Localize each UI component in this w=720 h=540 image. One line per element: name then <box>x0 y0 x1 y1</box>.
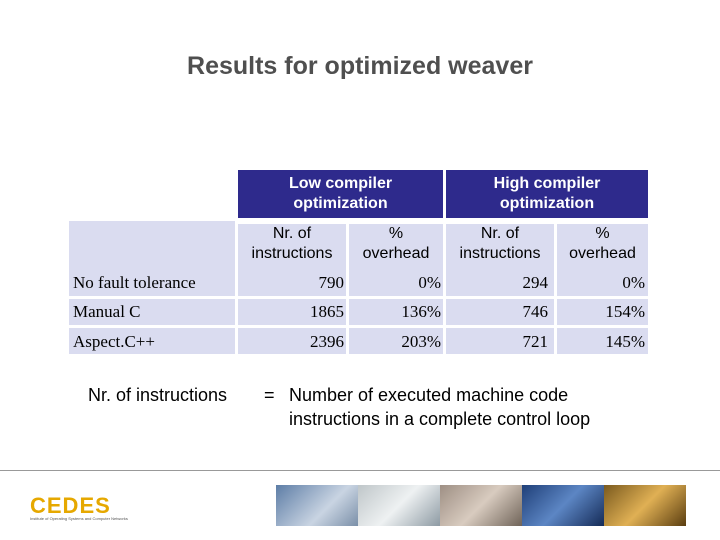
table-row <box>69 328 648 354</box>
column-separator <box>554 221 557 355</box>
table-row <box>69 269 648 296</box>
column-separator <box>443 170 446 355</box>
cedes-logo-tagline: Institute of Operating Systems and Compu… <box>30 516 128 521</box>
subheader-low-instructions-line1: Nr. of <box>272 225 312 242</box>
footer-image-strip <box>276 485 686 526</box>
footer-divider <box>0 470 720 471</box>
cell-value: 145% <box>605 332 645 351</box>
row-label-no-fault-tolerance: No fault tolerance <box>73 273 196 292</box>
cell-value: 0% <box>622 273 645 292</box>
subheader-high-overhead-line1: % <box>595 225 610 242</box>
column-separator <box>235 221 238 355</box>
subheader-high-instructions: Nr. of instructions <box>446 224 554 269</box>
subheader-low-instructions: Nr. of instructions <box>238 224 346 269</box>
car-image <box>276 485 358 526</box>
row-label-aspectc: Aspect.C++ <box>73 332 155 351</box>
subheader-low-overhead-line2: overhead <box>362 245 430 262</box>
subheader-high-overhead: % overhead <box>557 224 648 269</box>
cell-value: 2396 <box>310 332 344 351</box>
cell-value: 790 <box>318 273 345 292</box>
truck-image <box>358 485 440 526</box>
cell-value: 154% <box>605 302 645 321</box>
robot-image <box>440 485 522 526</box>
subheader-low-overhead-line1: % <box>388 225 404 242</box>
binary-code-image <box>522 485 604 526</box>
note-definition-line2: instructions in a complete control loop <box>289 409 591 429</box>
cell-value: 136% <box>401 302 441 321</box>
cell-value: 203% <box>401 332 441 351</box>
row-separator <box>69 296 648 299</box>
subheader-low-overhead: % overhead <box>349 224 443 269</box>
note-term: Nr. of instructions <box>88 385 228 405</box>
header-low-optimization: Low compiler optimization <box>238 170 443 218</box>
table-row <box>69 299 648 325</box>
header-low-label: Low compiler optimization <box>288 175 393 212</box>
note-equals: = <box>264 385 275 405</box>
cell-value: 721 <box>522 332 549 351</box>
cell-value: 294 <box>522 273 549 292</box>
locomotive-image <box>604 485 686 526</box>
note-definition-line1: Number of executed machine code <box>289 385 569 405</box>
cedes-logo: CEDES <box>30 493 111 518</box>
subheader-high-overhead-line2: overhead <box>569 245 636 262</box>
subheader-low-instructions-line2: instructions <box>251 245 333 262</box>
subheader-high-instructions-line2: instructions <box>459 245 541 262</box>
cell-value: 1865 <box>310 302 344 321</box>
page-title: Results for optimized weaver <box>187 52 533 80</box>
header-high-optimization: High compiler optimization <box>446 170 648 218</box>
subheader-empty <box>69 221 235 269</box>
cell-value: 746 <box>522 302 549 321</box>
row-separator <box>69 325 648 328</box>
cell-value: 0% <box>418 273 441 292</box>
row-label-manual-c: Manual C <box>73 302 141 321</box>
header-high-label: High compiler optimization <box>493 175 601 212</box>
column-separator <box>346 221 349 355</box>
subheader-high-instructions-line1: Nr. of <box>480 225 520 242</box>
